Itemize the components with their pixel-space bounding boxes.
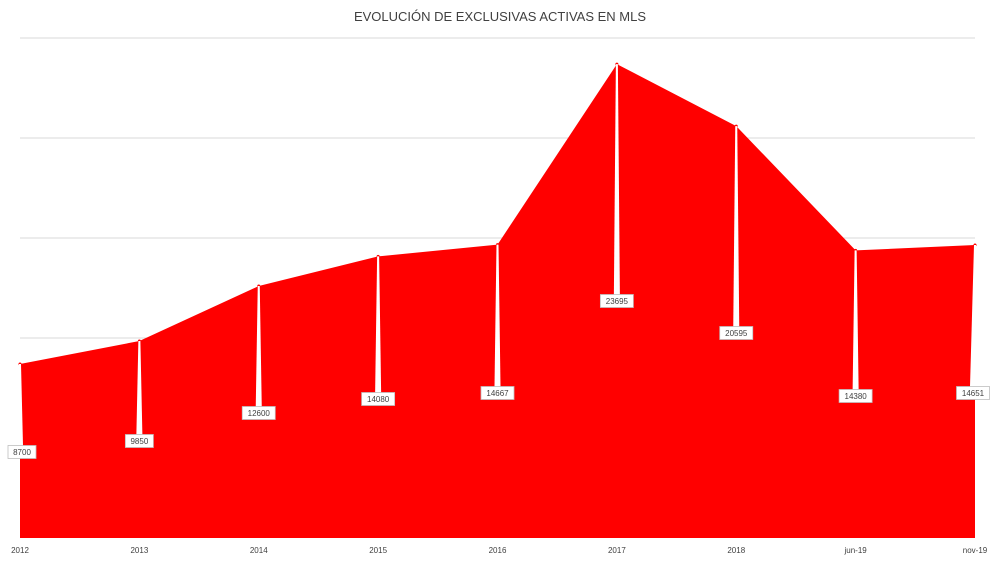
x-tick-label: 2017 [608,546,626,555]
label-leader [970,244,976,387]
label-leader [733,126,740,327]
x-tick-label: 2015 [369,546,387,555]
x-tick-label: nov-19 [963,546,988,555]
data-label: 8700 [13,448,31,457]
label-leader [17,364,23,446]
data-label-leaders [17,64,976,446]
data-label-box [7,445,37,459]
data-label: 20595 [725,329,748,338]
data-label-box [124,434,154,448]
data-label: 23695 [606,297,629,306]
data-labels: 8700 9850 12600 14080 14667 23695 20595 14380 14… [7,294,990,459]
label-leader [136,341,143,435]
x-tick-label: jun-19 [844,546,868,555]
label-leader [255,286,262,407]
data-label: 14667 [486,389,509,398]
x-tick-label: 2016 [489,546,507,555]
data-label-box [838,389,873,403]
data-label-box [719,326,754,340]
data-label-box [480,386,515,400]
x-tick-label: 2012 [11,546,29,555]
data-label: 9850 [130,437,148,446]
data-label: 14080 [367,395,390,404]
x-axis-tick-labels: 2012 2013 2014 2015 2016 2017 2018 jun-19 nov-19 [11,546,988,555]
data-label-box [956,386,990,400]
data-label: 14651 [962,389,985,398]
x-tick-label: 2014 [250,546,268,555]
data-label-box [599,294,634,308]
label-leader [375,256,382,393]
data-label: 14380 [845,392,868,401]
label-leader [613,64,620,295]
label-leader [494,244,501,387]
x-tick-label: 2013 [130,546,148,555]
data-label-box [241,406,276,420]
label-leader [852,250,859,390]
data-label-box [361,392,396,406]
chart-title: EVOLUCIÓN DE EXCLUSIVAS ACTIVAS EN MLS [354,9,646,24]
x-tick-label: 2018 [727,546,745,555]
data-label: 12600 [248,409,271,418]
